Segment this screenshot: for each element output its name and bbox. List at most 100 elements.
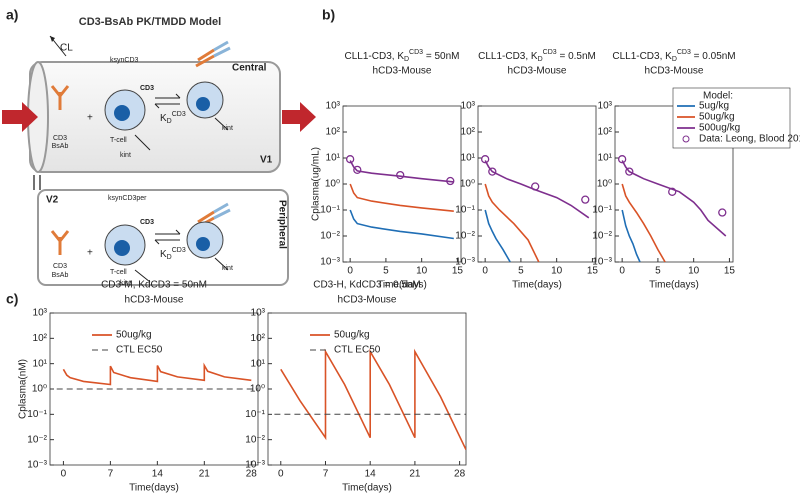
- y-tick-label: 10⁻²: [592, 231, 612, 242]
- title-part: CLL1-CD3, K: [478, 51, 538, 62]
- plot-frame: [267, 312, 467, 466]
- y-tick-label: 10³: [598, 101, 613, 112]
- x-tick-label: 10: [688, 266, 700, 277]
- series-line: [621, 209, 641, 262]
- y-tick-label: 10⁻³: [455, 257, 475, 268]
- x-axis-label: Time(days): [649, 280, 699, 291]
- label: kint: [222, 125, 233, 132]
- data-point: [625, 167, 634, 176]
- y-tick-label: 10³: [251, 308, 266, 319]
- x-tick-label: 5: [518, 266, 524, 277]
- plot-area: [349, 160, 454, 240]
- legend-label: CTL EC50: [334, 345, 381, 356]
- chart-subtitle: hCD3-Mouse: [373, 66, 432, 77]
- y-axis-label: Cplasma(nM): [18, 359, 29, 419]
- data-point: [353, 165, 362, 175]
- y-tick-label: 10⁻²: [245, 434, 265, 445]
- label: Central: [232, 63, 267, 74]
- x-tick-label: 15: [724, 266, 736, 277]
- label: CD3: [140, 85, 154, 92]
- label: T-cell: [110, 137, 127, 144]
- label: V2: [46, 195, 59, 206]
- series-line: [62, 362, 252, 386]
- legend-label: 50ug/kg: [699, 112, 735, 123]
- label: CD3: [53, 135, 67, 142]
- chart-title: CD3-M, KdCD3 = 50nM: [101, 280, 207, 291]
- plot-frame: [49, 312, 259, 466]
- x-tick-label: 5: [655, 266, 661, 277]
- central-compartment: [29, 61, 281, 173]
- x-tick-label: 0: [482, 266, 488, 277]
- x-axis-label: Time(days): [342, 483, 392, 494]
- y-tick-label: 10⁰: [597, 179, 612, 190]
- label: KDCD3: [160, 247, 186, 261]
- label: BsAb: [52, 143, 69, 150]
- label: CD3: [53, 263, 67, 270]
- peripheral-compartment: [37, 189, 289, 286]
- data-point: [668, 187, 677, 196]
- series-line: [349, 160, 454, 183]
- data-point: [488, 167, 497, 176]
- y-tick-label: 10⁻¹: [320, 205, 340, 216]
- series-line: [280, 348, 466, 451]
- x-tick-label: 0: [61, 469, 67, 480]
- y-tick-label: 10³: [33, 308, 48, 319]
- y-tick-label: 10²: [33, 333, 48, 344]
- label: Peripheral: [276, 200, 287, 249]
- chart-subtitle: hCD3-Mouse: [645, 66, 704, 77]
- x-tick-label: 5: [383, 266, 389, 277]
- arrow-in: [2, 102, 38, 132]
- y-tick-label: 10⁰: [250, 384, 265, 395]
- label: kint: [222, 265, 233, 272]
- plus: +: [87, 248, 93, 259]
- label: CD3: [172, 247, 186, 254]
- title-part: CD3: [677, 49, 691, 56]
- y-tick-label: 10²: [461, 127, 476, 138]
- equilibrium: [154, 229, 181, 245]
- x-tick-label: 15: [452, 266, 464, 277]
- y-tick-label: 10³: [461, 101, 476, 112]
- kint-arrows: [134, 117, 229, 283]
- chart-subtitle: hCD3-Mouse: [508, 66, 567, 77]
- chart-subtitle: hCD3-Mouse: [338, 295, 397, 306]
- y-tick-label: 10⁻³: [592, 257, 612, 268]
- legend-label: 5ug/kg: [699, 101, 729, 112]
- label: K: [160, 249, 167, 260]
- x-tick-label: 21: [409, 469, 421, 480]
- data-point: [531, 182, 540, 191]
- title-part: CD3: [409, 49, 423, 56]
- y-tick-label: 10¹: [251, 358, 266, 369]
- y-tick-label: 10¹: [461, 153, 476, 164]
- x-axis-label: Time(days): [512, 280, 562, 291]
- series-line: [621, 183, 666, 262]
- data-point: [618, 155, 627, 164]
- panel-tag: a): [6, 7, 18, 23]
- plus: +: [87, 113, 93, 124]
- title-part: = 50nM: [423, 51, 459, 62]
- label: D: [167, 254, 172, 261]
- chart-subtitle: hCD3-Mouse: [125, 295, 184, 306]
- label: CL: [60, 43, 73, 54]
- y-tick-label: 10⁻¹: [455, 205, 475, 216]
- title-part: D: [404, 56, 409, 63]
- y-tick-label: 10⁻³: [27, 460, 47, 471]
- x-axis-label: Time(days): [129, 483, 179, 494]
- label: D: [167, 118, 172, 125]
- label: ksynCD3: [110, 57, 139, 64]
- chart-title: CLL1-CD3, KDCD3 = 0.05nM: [612, 49, 735, 63]
- nuclei: [114, 97, 210, 256]
- label: CD3: [140, 219, 154, 226]
- title-part: CLL1-CD3, K: [612, 51, 672, 62]
- equilibrium: [154, 93, 181, 109]
- legend-label: 50ug/kg: [116, 330, 152, 341]
- y-tick-label: 10²: [326, 127, 341, 138]
- series-line: [484, 209, 511, 262]
- legend-title: Model:: [703, 91, 733, 102]
- label: K: [160, 113, 167, 124]
- data-point: [581, 195, 590, 204]
- x-tick-label: 15: [587, 266, 599, 277]
- legend-label: 50ug/kg: [334, 330, 370, 341]
- label: kint: [120, 152, 131, 159]
- x-tick-label: 14: [152, 469, 164, 480]
